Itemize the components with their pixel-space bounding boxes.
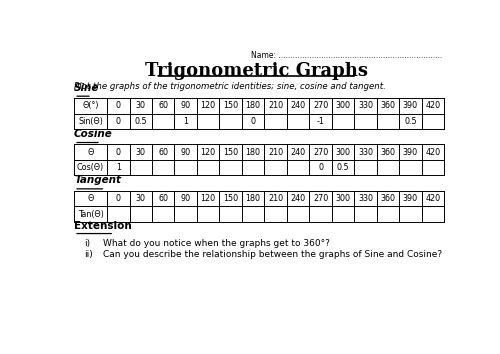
Text: Tangent: Tangent [74,175,121,185]
Text: Cos(Θ): Cos(Θ) [77,163,104,172]
Text: 420: 420 [426,148,440,157]
Text: 60: 60 [158,148,168,157]
Text: ii): ii) [84,250,92,259]
Text: 360: 360 [380,148,396,157]
Text: 390: 390 [403,148,418,157]
Text: 0: 0 [250,117,256,126]
Text: -1: -1 [316,117,324,126]
Text: 0.5: 0.5 [134,117,147,126]
Text: Θ: Θ [88,148,94,157]
Text: Cosine: Cosine [74,129,113,139]
Text: 210: 210 [268,101,283,110]
Text: Sin(Θ): Sin(Θ) [78,117,103,126]
Text: 360: 360 [380,101,396,110]
Text: 210: 210 [268,194,283,203]
Text: Tan(Θ): Tan(Θ) [78,210,104,218]
Text: 90: 90 [180,101,191,110]
Text: Sine: Sine [74,82,100,93]
Text: Name: .....................................................................: Name: ..................................… [251,51,442,60]
Text: 330: 330 [358,101,373,110]
Text: 60: 60 [158,194,168,203]
Text: 30: 30 [136,148,146,157]
Text: 270: 270 [313,101,328,110]
Text: 60: 60 [158,101,168,110]
Text: 270: 270 [313,148,328,157]
Text: 150: 150 [223,194,238,203]
Text: 90: 90 [180,194,191,203]
Text: 210: 210 [268,148,283,157]
Text: 300: 300 [336,101,350,110]
Text: Plot the graphs of the trigonometric identities; sine, cosine and tangent.: Plot the graphs of the trigonometric ide… [74,82,386,91]
Text: 420: 420 [426,101,440,110]
Text: 1: 1 [116,163,121,172]
Text: Trigonometric Graphs: Trigonometric Graphs [145,62,368,80]
Text: 180: 180 [246,194,260,203]
Text: 360: 360 [380,194,396,203]
Text: 0: 0 [116,117,121,126]
Text: Extension: Extension [74,221,132,231]
Text: 120: 120 [200,101,216,110]
Text: 390: 390 [403,101,418,110]
Text: 0: 0 [318,163,323,172]
Text: 30: 30 [136,101,146,110]
Text: 90: 90 [180,148,191,157]
Text: 270: 270 [313,194,328,203]
Text: 240: 240 [290,194,306,203]
Text: 30: 30 [136,194,146,203]
Text: 240: 240 [290,148,306,157]
Text: 330: 330 [358,148,373,157]
Text: 240: 240 [290,101,306,110]
Text: 150: 150 [223,101,238,110]
Text: 1: 1 [183,117,188,126]
Text: Θ(°): Θ(°) [82,101,99,110]
Text: What do you notice when the graphs get to 360°?: What do you notice when the graphs get t… [103,239,330,248]
Text: 0: 0 [116,101,121,110]
Text: 150: 150 [223,148,238,157]
Text: Θ: Θ [88,194,94,203]
Text: 330: 330 [358,194,373,203]
Text: 180: 180 [246,148,260,157]
Text: 120: 120 [200,194,216,203]
Text: 0.5: 0.5 [404,117,417,126]
Text: 300: 300 [336,148,350,157]
Text: 0: 0 [116,148,121,157]
Text: 420: 420 [426,194,440,203]
Text: 390: 390 [403,194,418,203]
Text: 180: 180 [246,101,260,110]
Text: 0: 0 [116,194,121,203]
Text: 300: 300 [336,194,350,203]
Text: Can you describe the relationship between the graphs of Sine and Cosine?: Can you describe the relationship betwee… [103,250,442,259]
Text: 120: 120 [200,148,216,157]
Text: i): i) [84,239,90,248]
Text: 0.5: 0.5 [336,163,349,172]
